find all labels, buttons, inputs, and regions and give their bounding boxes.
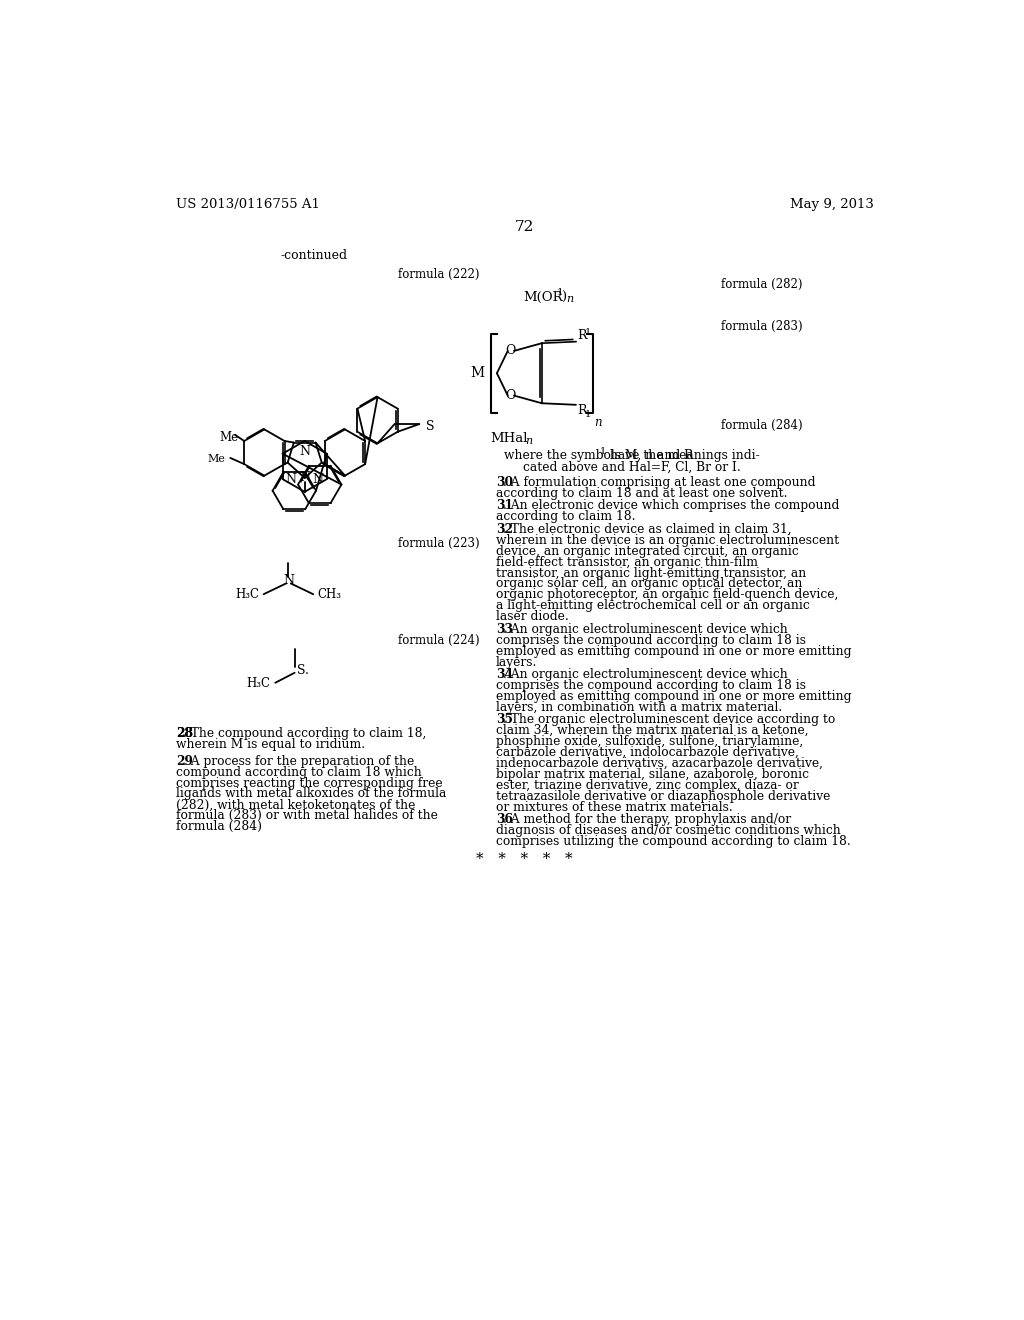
Text: comprises the compound according to claim 18 is: comprises the compound according to clai… <box>496 634 806 647</box>
Text: May 9, 2013: May 9, 2013 <box>790 198 873 211</box>
Text: layers.: layers. <box>496 656 538 668</box>
Text: wherein M is equal to iridium.: wherein M is equal to iridium. <box>176 738 366 751</box>
Text: employed as emitting compound in one or more emitting: employed as emitting compound in one or … <box>496 644 852 657</box>
Text: -continued: -continued <box>281 249 347 263</box>
Text: . A process for the preparation of the: . A process for the preparation of the <box>183 755 415 768</box>
Text: n: n <box>524 436 531 446</box>
Text: tetraazasilole derivative or diazaphosphole derivative: tetraazasilole derivative or diazaphosph… <box>496 789 830 803</box>
Text: phosphine oxide, sulfoxide, sulfone, triarylamine,: phosphine oxide, sulfoxide, sulfone, tri… <box>496 735 804 748</box>
Text: Me: Me <box>219 430 238 444</box>
Text: field-effect transistor, an organic thin-film: field-effect transistor, an organic thin… <box>496 556 758 569</box>
Text: comprises reacting the corresponding free: comprises reacting the corresponding fre… <box>176 776 442 789</box>
Text: (282), with metal ketoketonates of the: (282), with metal ketoketonates of the <box>176 799 416 812</box>
Text: indenocarbazole derivativs, azacarbazole derivative,: indenocarbazole derivativs, azacarbazole… <box>496 756 823 770</box>
Text: O: O <box>505 345 515 358</box>
Text: employed as emitting compound in one or more emitting: employed as emitting compound in one or … <box>496 690 852 702</box>
Text: transistor, an organic light-emitting transistor, an: transistor, an organic light-emitting tr… <box>496 566 806 579</box>
Text: formula (283) or with metal halides of the: formula (283) or with metal halides of t… <box>176 809 438 822</box>
Text: ligands with metal alkoxides of the formula: ligands with metal alkoxides of the form… <box>176 788 446 800</box>
Text: have the meanings indi-: have the meanings indi- <box>605 449 760 462</box>
Text: MHal: MHal <box>490 432 528 445</box>
Text: N: N <box>312 473 324 486</box>
Text: 28: 28 <box>176 726 194 739</box>
Text: 31: 31 <box>496 499 513 512</box>
Text: R: R <box>578 329 587 342</box>
Text: M(OR: M(OR <box>523 290 563 304</box>
Text: Me: Me <box>208 454 225 465</box>
Text: . The organic electroluminescent device according to: . The organic electroluminescent device … <box>503 713 836 726</box>
Text: . The electronic device as claimed in claim 31,: . The electronic device as claimed in cl… <box>503 523 792 536</box>
Text: claim 34, wherein the matrix material is a ketone,: claim 34, wherein the matrix material is… <box>496 725 809 737</box>
Text: 1: 1 <box>586 327 592 337</box>
Text: formula (282): formula (282) <box>721 277 802 290</box>
Text: H₃C: H₃C <box>234 587 259 601</box>
Text: . The compound according to claim 18,: . The compound according to claim 18, <box>183 726 427 739</box>
Text: where the symbols M, n and R: where the symbols M, n and R <box>504 449 693 462</box>
Text: *   *   *   *   *: * * * * * <box>476 853 573 866</box>
Text: ester, triazine derivative, zinc complex, diaza- or: ester, triazine derivative, zinc complex… <box>496 779 799 792</box>
Text: 36: 36 <box>496 813 513 826</box>
Text: formula (224): formula (224) <box>397 634 479 647</box>
Text: comprises utilizing the compound according to claim 18.: comprises utilizing the compound accordi… <box>496 836 851 847</box>
Text: . An organic electroluminescent device which: . An organic electroluminescent device w… <box>503 623 787 636</box>
Text: device, an organic integrated circuit, an organic: device, an organic integrated circuit, a… <box>496 545 799 557</box>
Text: according to claim 18.: according to claim 18. <box>496 511 636 523</box>
Text: formula (283): formula (283) <box>721 321 802 333</box>
Text: . A formulation comprising at least one compound: . A formulation comprising at least one … <box>503 477 816 488</box>
Text: a light-emitting electrochemical cell or an organic: a light-emitting electrochemical cell or… <box>496 599 810 612</box>
Text: N: N <box>286 473 297 486</box>
Text: laser diode.: laser diode. <box>496 610 569 623</box>
Text: US 2013/0116755 A1: US 2013/0116755 A1 <box>176 198 319 211</box>
Text: formula (284): formula (284) <box>721 418 802 432</box>
Text: organic solar cell, an organic optical detector, an: organic solar cell, an organic optical d… <box>496 577 803 590</box>
Text: n: n <box>566 294 573 304</box>
Text: 1: 1 <box>586 409 592 418</box>
Text: R: R <box>578 404 587 417</box>
Text: compound according to claim 18 which: compound according to claim 18 which <box>176 766 422 779</box>
Text: CH₃: CH₃ <box>317 587 342 601</box>
Text: cated above and Hal=F, Cl, Br or I.: cated above and Hal=F, Cl, Br or I. <box>523 461 741 474</box>
Text: diagnosis of diseases and/or cosmetic conditions which: diagnosis of diseases and/or cosmetic co… <box>496 824 841 837</box>
Text: ): ) <box>561 290 566 304</box>
Text: 28: 28 <box>176 726 194 739</box>
Text: N: N <box>299 445 310 458</box>
Text: n: n <box>595 416 602 429</box>
Text: formula (284): formula (284) <box>176 820 262 833</box>
Text: N: N <box>299 471 310 484</box>
Text: carbazole derivative, indolocarbazole derivative,: carbazole derivative, indolocarbazole de… <box>496 746 799 759</box>
Text: H₃C: H₃C <box>247 677 270 690</box>
Text: formula (222): formula (222) <box>397 268 479 281</box>
Text: layers, in combination with a matrix material.: layers, in combination with a matrix mat… <box>496 701 782 714</box>
Text: 1: 1 <box>600 447 606 457</box>
Text: S.: S. <box>297 664 309 677</box>
Text: formula (223): formula (223) <box>397 537 479 550</box>
Text: . A method for the therapy, prophylaxis and/or: . A method for the therapy, prophylaxis … <box>503 813 792 826</box>
Text: . An electronic device which comprises the compound: . An electronic device which comprises t… <box>503 499 840 512</box>
Text: organic photoreceptor, an organic field-quench device,: organic photoreceptor, an organic field-… <box>496 589 839 602</box>
Text: M: M <box>470 366 484 380</box>
Text: 29: 29 <box>176 755 193 768</box>
Text: comprises the compound according to claim 18 is: comprises the compound according to clai… <box>496 678 806 692</box>
Text: S: S <box>426 420 434 433</box>
Text: 30: 30 <box>496 477 513 488</box>
Text: 33: 33 <box>496 623 513 636</box>
Text: bipolar matrix material, silane, azaborole, boronic: bipolar matrix material, silane, azaboro… <box>496 768 809 781</box>
Text: wherein in the device is an organic electroluminescent: wherein in the device is an organic elec… <box>496 533 840 546</box>
Text: O: O <box>505 389 515 403</box>
Text: or mixtures of these matrix materials.: or mixtures of these matrix materials. <box>496 801 733 813</box>
Text: according to claim 18 and at least one solvent.: according to claim 18 and at least one s… <box>496 487 787 500</box>
Text: 1: 1 <box>557 288 563 297</box>
Text: 32: 32 <box>496 523 513 536</box>
Text: 72: 72 <box>515 220 535 234</box>
Text: . An organic electroluminescent device which: . An organic electroluminescent device w… <box>503 668 787 681</box>
Text: 35: 35 <box>496 713 513 726</box>
Text: N: N <box>283 574 294 587</box>
Text: 34: 34 <box>496 668 513 681</box>
